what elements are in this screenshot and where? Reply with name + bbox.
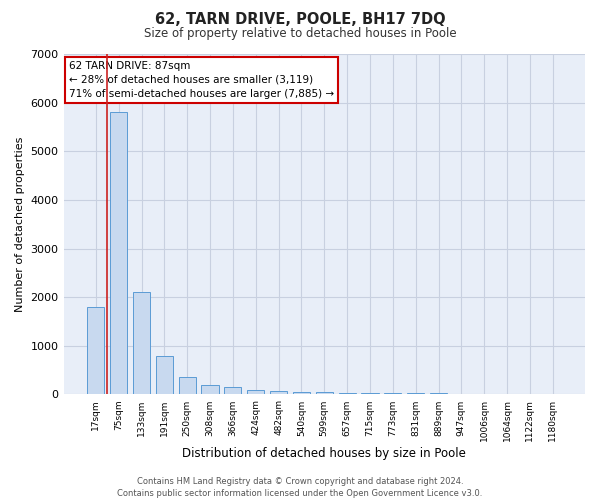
Bar — [247, 390, 265, 394]
Bar — [316, 392, 333, 394]
Bar — [179, 378, 196, 394]
Bar — [270, 390, 287, 394]
Bar — [133, 292, 150, 394]
Bar — [224, 387, 241, 394]
Y-axis label: Number of detached properties: Number of detached properties — [15, 136, 25, 312]
Bar — [384, 393, 401, 394]
Bar — [87, 307, 104, 394]
Bar — [202, 384, 218, 394]
Text: 62, TARN DRIVE, POOLE, BH17 7DQ: 62, TARN DRIVE, POOLE, BH17 7DQ — [155, 12, 445, 28]
Bar — [338, 392, 356, 394]
Bar — [156, 356, 173, 395]
Bar — [293, 392, 310, 394]
Bar — [110, 112, 127, 394]
Text: 62 TARN DRIVE: 87sqm
← 28% of detached houses are smaller (3,119)
71% of semi-de: 62 TARN DRIVE: 87sqm ← 28% of detached h… — [69, 61, 334, 99]
Text: Size of property relative to detached houses in Poole: Size of property relative to detached ho… — [143, 28, 457, 40]
Text: Contains HM Land Registry data © Crown copyright and database right 2024.
Contai: Contains HM Land Registry data © Crown c… — [118, 476, 482, 498]
Bar — [361, 393, 379, 394]
Bar — [407, 393, 424, 394]
X-axis label: Distribution of detached houses by size in Poole: Distribution of detached houses by size … — [182, 447, 466, 460]
